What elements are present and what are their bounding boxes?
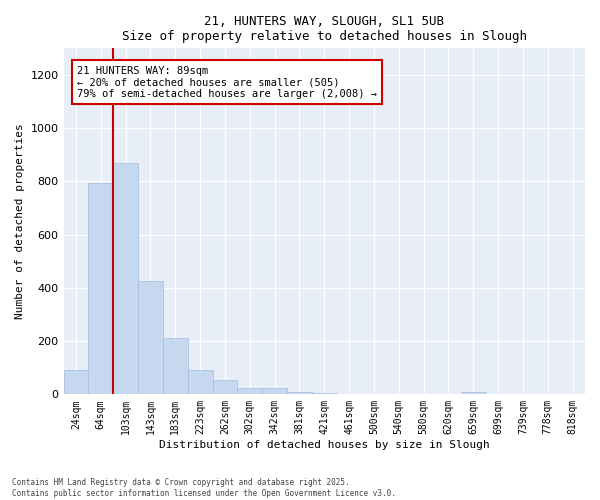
Bar	[238, 388, 262, 394]
X-axis label: Distribution of detached houses by size in Slough: Distribution of detached houses by size …	[159, 440, 490, 450]
Bar	[212, 380, 238, 394]
Title: 21, HUNTERS WAY, SLOUGH, SL1 5UB
Size of property relative to detached houses in: 21, HUNTERS WAY, SLOUGH, SL1 5UB Size of…	[122, 15, 527, 43]
Bar	[88, 182, 113, 394]
Bar	[312, 393, 337, 394]
Text: Contains HM Land Registry data © Crown copyright and database right 2025.
Contai: Contains HM Land Registry data © Crown c…	[12, 478, 396, 498]
Bar	[138, 281, 163, 394]
Bar	[64, 370, 88, 394]
Bar	[461, 392, 485, 394]
Bar	[188, 370, 212, 394]
Text: 21 HUNTERS WAY: 89sqm
← 20% of detached houses are smaller (505)
79% of semi-det: 21 HUNTERS WAY: 89sqm ← 20% of detached …	[77, 66, 377, 99]
Bar	[113, 163, 138, 394]
Bar	[287, 392, 312, 394]
Bar	[163, 338, 188, 394]
Bar	[262, 388, 287, 394]
Y-axis label: Number of detached properties: Number of detached properties	[15, 124, 25, 319]
